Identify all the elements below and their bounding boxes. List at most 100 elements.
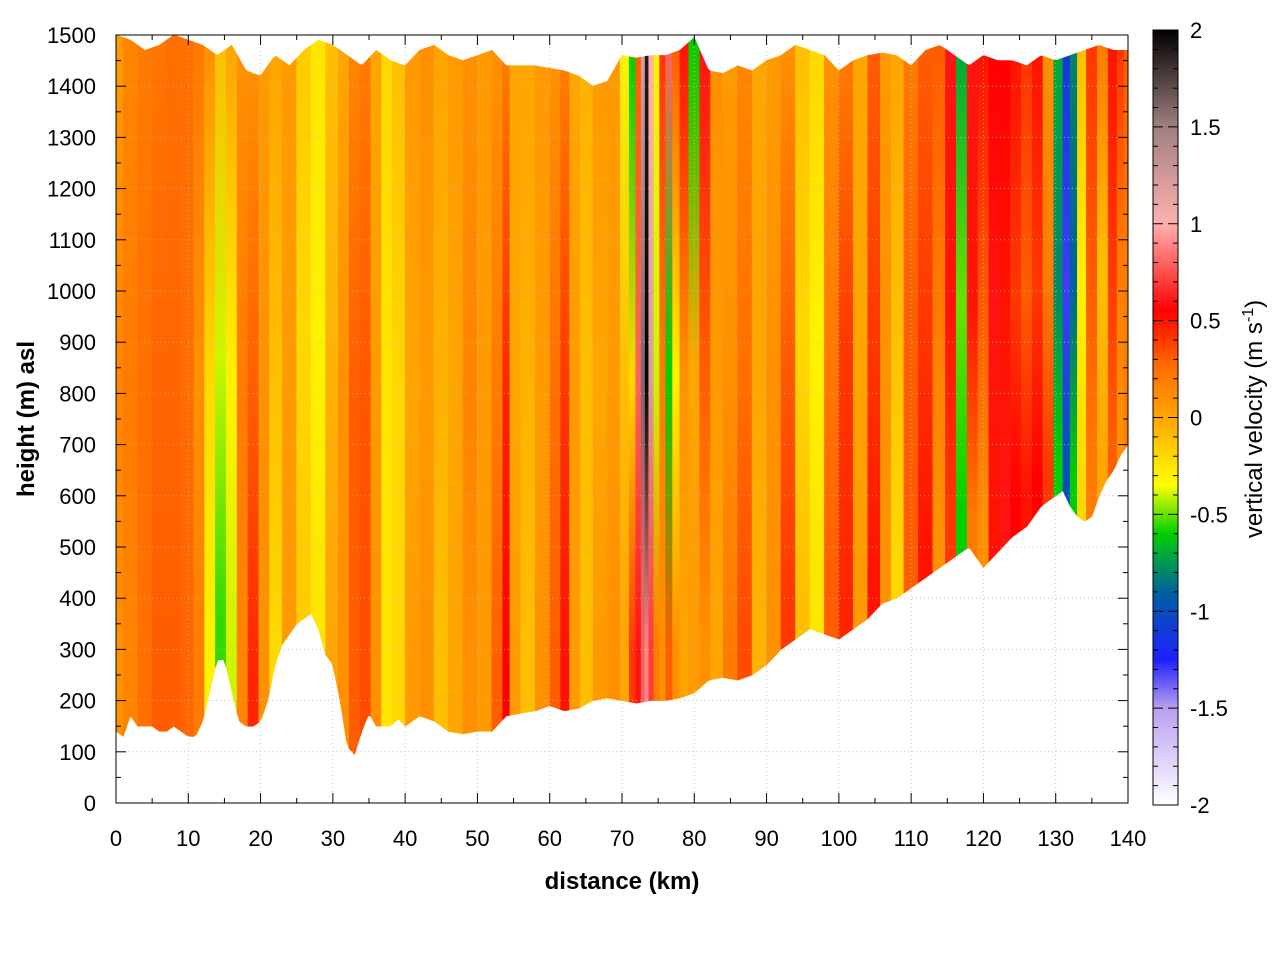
colorbar-tick-label: 1.5: [1190, 115, 1221, 140]
heatmap-column: [824, 54, 840, 640]
colorbar-tick-label: -0.5: [1190, 502, 1228, 527]
heatmap-column: [956, 56, 968, 557]
heatmap-column: [509, 65, 522, 716]
heatmap-column: [932, 45, 946, 574]
heatmap-column: [635, 56, 642, 704]
heatmap-column: [502, 61, 511, 721]
heatmap-column: [1053, 57, 1064, 498]
heatmap-column: [640, 56, 646, 703]
x-tick-label: 70: [610, 826, 634, 851]
heatmap-column: [648, 55, 655, 702]
heatmap-column: [534, 65, 551, 712]
heatmap-column: [880, 52, 892, 606]
heatmap-column: [1069, 52, 1078, 518]
heatmap-column: [1077, 49, 1087, 522]
y-tick-label: 200: [59, 689, 96, 714]
y-tick-label: 1200: [47, 177, 96, 202]
y-tick-label: 300: [59, 637, 96, 662]
colorbar-tick-label: 1: [1190, 212, 1202, 237]
heatmap-column: [310, 39, 326, 655]
colorbar-title-sup: -1: [1240, 308, 1257, 322]
heatmap-column: [204, 45, 216, 714]
x-tick-label: 60: [537, 826, 561, 851]
y-tick-label: 500: [59, 535, 96, 560]
heatmap-column: [988, 56, 1000, 563]
heatmap-column: [766, 55, 782, 666]
heatmap-column: [419, 44, 435, 722]
heatmap-column: [296, 44, 312, 625]
heatmap-column: [890, 54, 905, 601]
x-tick-label: 30: [321, 826, 345, 851]
heatmap-column: [166, 35, 182, 732]
x-tick-label: 80: [682, 826, 706, 851]
heatmap-column: [325, 42, 339, 692]
heatmap-column: [1021, 61, 1033, 531]
y-tick-label: 1400: [47, 74, 96, 99]
heatmap-column: [404, 49, 420, 727]
colorbar-tick-label: 0: [1190, 406, 1202, 431]
heatmap-column: [520, 65, 536, 714]
grid-lines: [116, 35, 1128, 803]
x-tick-label: 90: [754, 826, 778, 851]
heatmap-column: [1096, 45, 1109, 502]
heatmap-column: [710, 70, 724, 681]
heatmap-column: [699, 49, 711, 689]
x-axis-title: distance (km): [545, 868, 700, 895]
heatmap-column: [448, 55, 464, 735]
x-tick-label: 20: [248, 826, 272, 851]
colorbar-title-main: vertical velocity (m s: [1241, 322, 1268, 538]
heatmap-column: [337, 48, 350, 749]
heatmap-column: [619, 55, 630, 703]
heatmap-column: [1062, 55, 1071, 507]
heatmap-column: [580, 76, 594, 708]
y-tick-label: 0: [84, 791, 96, 816]
heatmap-column: [672, 49, 681, 700]
x-axis-ticks: 0 10 20 30 40 50 60 70 80 90 100 110 120 130 140: [110, 35, 1146, 851]
heatmap-column: [688, 37, 701, 696]
heatmap-column: [780, 44, 796, 650]
heatmap-column: [569, 72, 581, 711]
heatmap-column: [659, 55, 667, 701]
heatmap-column: [137, 44, 153, 727]
heatmap-column: [679, 41, 690, 699]
colorbar-tick-label: 2: [1190, 18, 1202, 43]
y-tick-label: 700: [59, 433, 96, 458]
heatmap-column: [433, 44, 449, 732]
heatmap-column: [966, 58, 979, 561]
heatmap-column: [1031, 55, 1044, 520]
x-tick-label: 140: [1110, 826, 1147, 851]
heatmap-column: [381, 53, 393, 727]
y-tick-label: 600: [59, 484, 96, 509]
y-tick-label: 800: [59, 381, 96, 406]
heatmap-column: [193, 41, 205, 738]
heatmap-column: [359, 55, 372, 738]
colorbar-tick-label: -1: [1190, 599, 1210, 624]
y-tick-label: 100: [59, 740, 96, 765]
x-tick-label: 130: [1037, 826, 1074, 851]
heatmap-column: [348, 56, 361, 755]
heatmap-column: [269, 55, 283, 692]
heatmap-column: [215, 48, 227, 668]
heatmap-column: [1107, 48, 1118, 479]
heatmap-column: [751, 60, 767, 676]
x-tick-label: 10: [176, 826, 200, 851]
heatmap-column: [462, 55, 478, 735]
heatmap-column: [1124, 50, 1128, 451]
colorbar-title: vertical velocity (m s-1): [1240, 300, 1268, 538]
heatmap-column: [838, 60, 854, 640]
y-tick-label: 1100: [49, 228, 96, 253]
heatmap-column: [644, 55, 650, 702]
heatmap-column: [867, 52, 881, 620]
heatmap-column: [653, 55, 660, 701]
heatmap-column: [628, 56, 637, 704]
heatmap-column: [236, 53, 249, 727]
heatmap-column: [665, 52, 673, 701]
heatmap-column: [392, 60, 406, 727]
heatmap-column: [592, 80, 608, 701]
heatmap-column: [151, 39, 167, 732]
heatmap-column: [737, 65, 753, 681]
heatmap-column: [549, 67, 561, 710]
y-tick-label: 400: [59, 586, 96, 611]
heatmap-column: [607, 57, 621, 701]
